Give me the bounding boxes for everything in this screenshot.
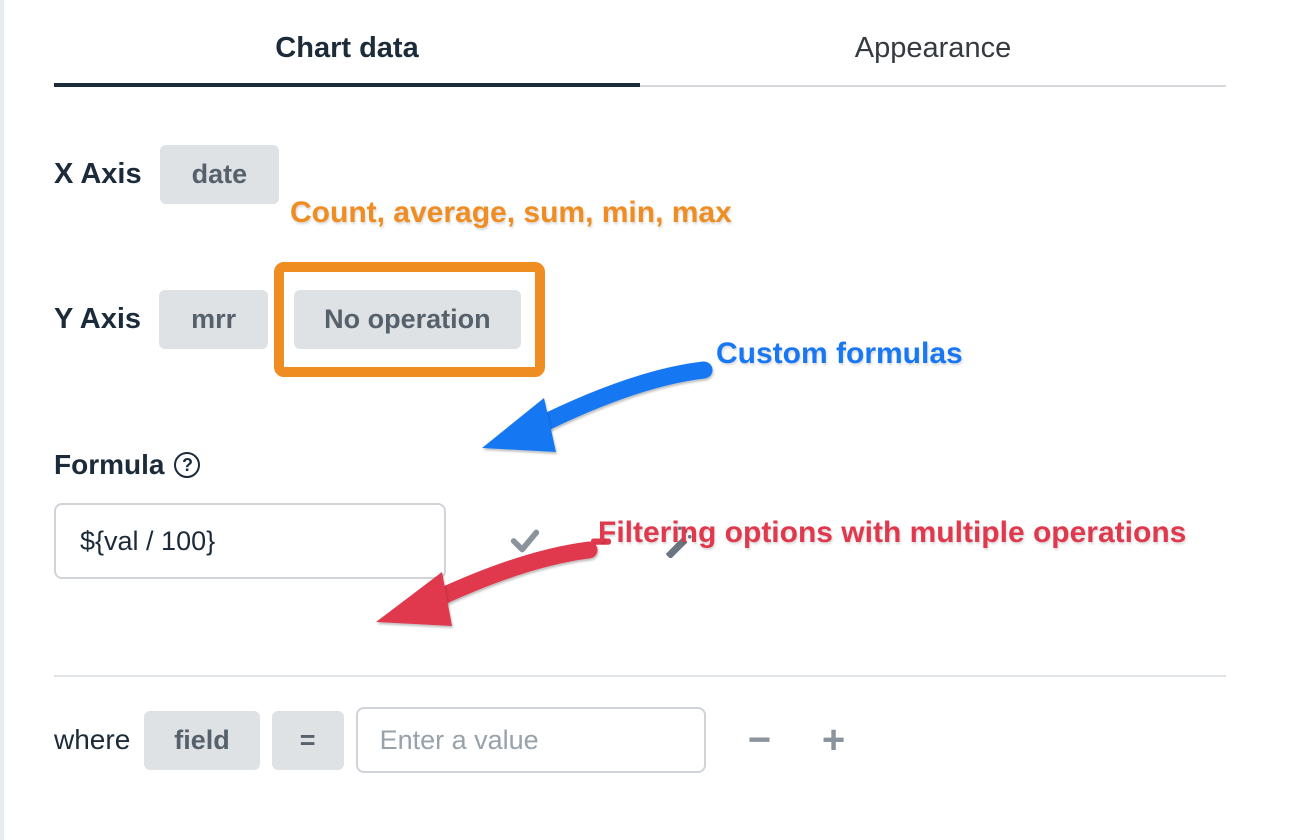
- where-label: where: [54, 724, 130, 756]
- section-divider: [54, 675, 1226, 677]
- add-filter-button[interactable]: +: [814, 720, 854, 760]
- y-axis-label: Y Axis: [54, 303, 141, 336]
- formula-label: Formula: [54, 449, 164, 481]
- config-tabs: Chart data Appearance: [54, 18, 1226, 87]
- y-axis-operation-select[interactable]: No operation: [294, 290, 521, 349]
- y-axis-field-select[interactable]: mrr: [159, 290, 268, 349]
- arrow-red: [364, 540, 604, 640]
- arrow-blue: [464, 358, 714, 468]
- x-axis-field-select[interactable]: date: [160, 145, 280, 204]
- tab-appearance[interactable]: Appearance: [640, 18, 1226, 85]
- tab-chart-data[interactable]: Chart data: [54, 18, 640, 87]
- filter-value-input[interactable]: [356, 707, 706, 773]
- remove-filter-button[interactable]: −: [740, 720, 780, 760]
- help-icon[interactable]: ?: [174, 452, 200, 478]
- annotation-filtering: Filtering options with multiple operatio…: [598, 516, 1186, 550]
- annotation-aggregation-ops: Count, average, sum, min, max: [290, 196, 732, 230]
- chart-config-panel: Chart data Appearance X Axis date Y Axis…: [0, 0, 1308, 840]
- x-axis-label: X Axis: [54, 158, 142, 191]
- filter-field-select[interactable]: field: [144, 711, 260, 770]
- filter-row: where field = − +: [54, 707, 1308, 773]
- filter-operator-select[interactable]: =: [272, 711, 344, 770]
- annotation-custom-formulas: Custom formulas: [716, 337, 963, 371]
